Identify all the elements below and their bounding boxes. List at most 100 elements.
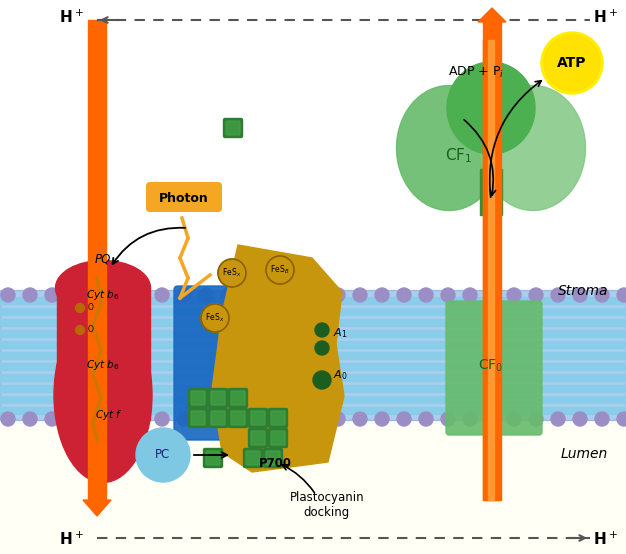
FancyBboxPatch shape — [211, 411, 225, 425]
Circle shape — [544, 35, 600, 91]
Circle shape — [331, 412, 345, 426]
Text: $A_1$: $A_1$ — [333, 326, 347, 340]
Text: PC: PC — [155, 449, 171, 461]
Bar — [57, 290, 150, 420]
Text: H$^+$: H$^+$ — [593, 530, 617, 548]
Bar — [0, 308, 626, 315]
FancyBboxPatch shape — [231, 411, 245, 425]
Circle shape — [485, 288, 499, 302]
Text: Stroma: Stroma — [558, 284, 608, 298]
Bar — [483, 20, 501, 500]
Circle shape — [353, 288, 367, 302]
Circle shape — [287, 412, 301, 426]
Text: CF$_0$: CF$_0$ — [478, 358, 504, 375]
Circle shape — [315, 341, 329, 355]
Circle shape — [419, 288, 433, 302]
FancyBboxPatch shape — [211, 391, 225, 405]
Text: FeS$_B$: FeS$_B$ — [270, 264, 290, 276]
FancyBboxPatch shape — [249, 428, 267, 448]
Circle shape — [397, 288, 411, 302]
Circle shape — [45, 412, 59, 426]
Circle shape — [463, 412, 477, 426]
Circle shape — [76, 304, 85, 312]
Bar — [0, 0, 626, 290]
Circle shape — [375, 412, 389, 426]
Text: Plastocyanin
docking: Plastocyanin docking — [290, 491, 364, 519]
Bar — [488, 40, 494, 500]
FancyBboxPatch shape — [226, 121, 240, 135]
Circle shape — [243, 412, 257, 426]
Circle shape — [133, 412, 147, 426]
FancyBboxPatch shape — [446, 301, 542, 435]
Ellipse shape — [54, 307, 152, 483]
Circle shape — [23, 412, 37, 426]
Circle shape — [243, 288, 257, 302]
Circle shape — [221, 288, 235, 302]
Text: FeS$_x$: FeS$_x$ — [222, 266, 242, 279]
Bar — [483, 40, 499, 500]
FancyBboxPatch shape — [188, 388, 207, 408]
Circle shape — [67, 412, 81, 426]
Circle shape — [353, 412, 367, 426]
FancyBboxPatch shape — [231, 391, 245, 405]
Text: PQ: PQ — [95, 253, 111, 266]
Bar — [0, 374, 626, 381]
FancyBboxPatch shape — [269, 408, 287, 428]
Circle shape — [111, 412, 125, 426]
Bar — [0, 341, 626, 348]
Circle shape — [1, 412, 15, 426]
FancyBboxPatch shape — [228, 388, 247, 408]
FancyBboxPatch shape — [191, 411, 205, 425]
Bar — [0, 319, 626, 326]
Text: O: O — [88, 326, 94, 335]
Circle shape — [617, 412, 626, 426]
FancyBboxPatch shape — [271, 411, 285, 425]
FancyBboxPatch shape — [266, 451, 280, 465]
Ellipse shape — [447, 62, 535, 154]
Bar — [0, 330, 626, 337]
Circle shape — [67, 288, 81, 302]
FancyBboxPatch shape — [206, 451, 220, 465]
Polygon shape — [478, 8, 506, 22]
FancyBboxPatch shape — [208, 388, 227, 408]
Text: Cyt $b_6$: Cyt $b_6$ — [86, 358, 120, 372]
Circle shape — [265, 412, 279, 426]
FancyBboxPatch shape — [188, 408, 207, 428]
Circle shape — [133, 288, 147, 302]
Circle shape — [155, 412, 169, 426]
Bar — [0, 297, 626, 304]
FancyBboxPatch shape — [208, 408, 227, 428]
Circle shape — [199, 288, 213, 302]
Text: O: O — [88, 304, 94, 312]
Circle shape — [266, 256, 294, 284]
Bar — [480, 169, 502, 215]
Circle shape — [177, 412, 191, 426]
Text: ATP: ATP — [557, 56, 587, 70]
Text: Cyt $f$: Cyt $f$ — [95, 408, 123, 422]
Ellipse shape — [56, 260, 150, 315]
FancyBboxPatch shape — [146, 182, 222, 212]
FancyBboxPatch shape — [244, 449, 262, 468]
Circle shape — [485, 412, 499, 426]
Bar — [0, 385, 626, 392]
Circle shape — [507, 288, 521, 302]
Text: H$^+$: H$^+$ — [593, 8, 617, 25]
Ellipse shape — [481, 85, 585, 211]
Circle shape — [529, 412, 543, 426]
Circle shape — [221, 412, 235, 426]
FancyBboxPatch shape — [246, 451, 260, 465]
Polygon shape — [83, 500, 111, 516]
Circle shape — [573, 412, 587, 426]
FancyBboxPatch shape — [249, 408, 267, 428]
Bar — [0, 407, 626, 414]
Circle shape — [331, 288, 345, 302]
FancyBboxPatch shape — [203, 449, 222, 468]
Text: CF$_1$: CF$_1$ — [445, 146, 473, 165]
Text: H$^+$: H$^+$ — [59, 530, 83, 548]
Text: Lumen: Lumen — [561, 447, 608, 461]
Circle shape — [441, 288, 455, 302]
Circle shape — [441, 412, 455, 426]
FancyBboxPatch shape — [191, 391, 205, 405]
Circle shape — [507, 412, 521, 426]
Circle shape — [309, 412, 323, 426]
